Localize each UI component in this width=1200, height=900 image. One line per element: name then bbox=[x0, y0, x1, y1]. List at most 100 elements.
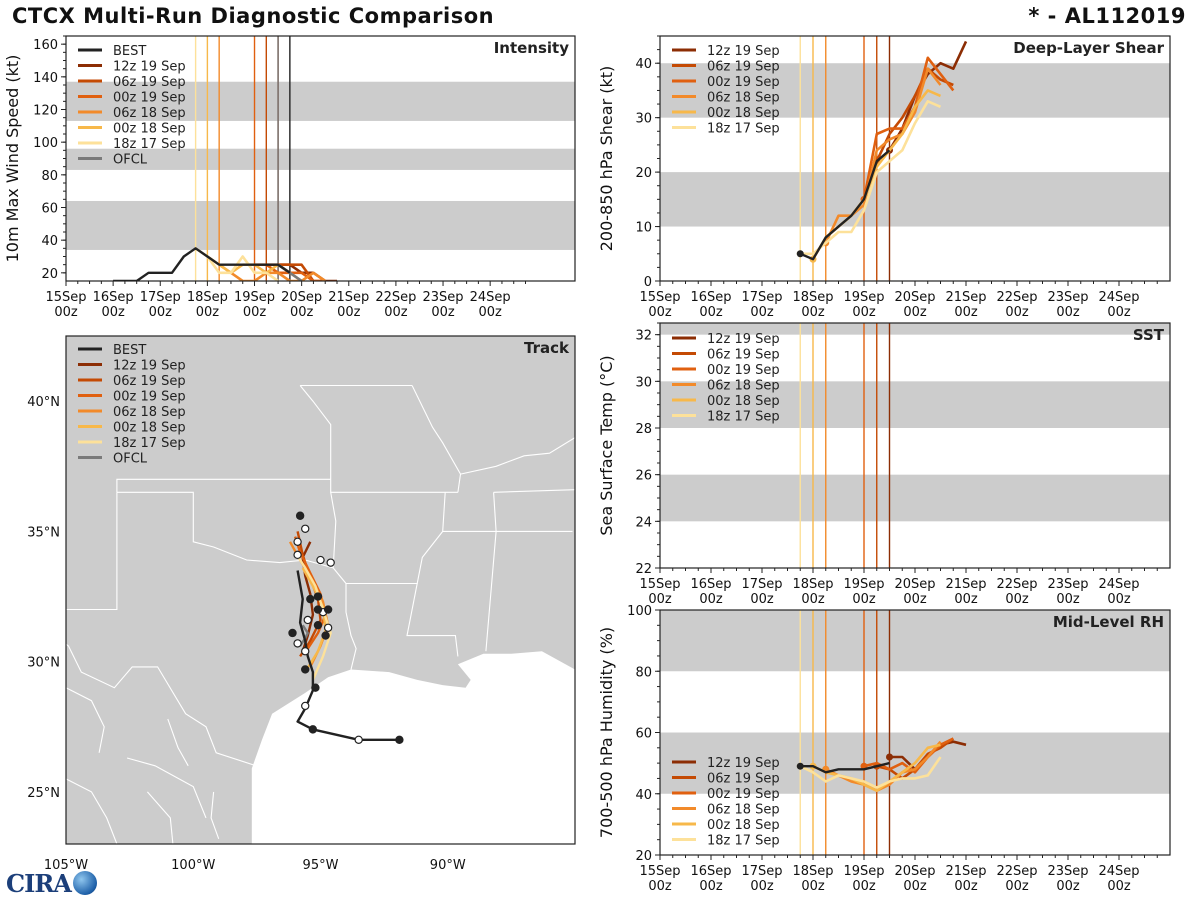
rh-xtick-label: 18Sep bbox=[792, 864, 833, 879]
intensity-ytick-label: 40 bbox=[41, 234, 58, 249]
shear-series-06z-18-sep bbox=[824, 67, 942, 244]
rh-xtick-label: 17Sep bbox=[741, 864, 782, 879]
map-border-5 bbox=[330, 492, 337, 568]
shear-legend-label: 12z 19 Sep bbox=[707, 44, 780, 59]
track-legend-label: 06z 19 Sep bbox=[113, 374, 186, 389]
intensity-title: Intensity bbox=[494, 39, 570, 57]
rh-xtick-label: 00z bbox=[1107, 879, 1131, 894]
shear-band-0 bbox=[660, 172, 1170, 227]
rh-legend-label: 06z 19 Sep bbox=[707, 772, 780, 787]
map-border-16 bbox=[66, 687, 105, 753]
map-border-8 bbox=[299, 385, 332, 480]
track-map-group bbox=[66, 336, 575, 844]
track-point-open bbox=[301, 524, 310, 533]
shear-xtick-label: 00z bbox=[1107, 305, 1131, 320]
track-point-filled bbox=[301, 665, 310, 674]
sst-legend-label: 18z 17 Sep bbox=[707, 410, 780, 425]
track-legend-label: 00z 18 Sep bbox=[113, 421, 186, 436]
track-legend-label: 18z 17 Sep bbox=[113, 436, 186, 451]
track-xtick-label: 95°W bbox=[303, 858, 339, 873]
track-point-filled bbox=[311, 683, 320, 692]
sst-title: SST bbox=[1133, 326, 1165, 344]
shear-ytick-label: 0 bbox=[644, 275, 652, 290]
intensity-band-0 bbox=[66, 200, 575, 250]
sst-ytick-label: 30 bbox=[635, 375, 652, 390]
intensity-xtick-label: 00z bbox=[101, 305, 125, 320]
track-point-filled bbox=[313, 592, 323, 601]
intensity-band-2 bbox=[66, 81, 575, 121]
logo-text: CIRA bbox=[6, 868, 72, 898]
sst-xtick-label: 00z bbox=[750, 592, 774, 607]
rh-xtick-label: 00z bbox=[699, 879, 723, 894]
intensity-band-1 bbox=[66, 148, 575, 170]
sst-legend-label: 00z 19 Sep bbox=[707, 363, 780, 378]
rh-xtick-label: 24Sep bbox=[1098, 864, 1139, 879]
intensity-xtick-label: 00z bbox=[431, 305, 455, 320]
sst-ytick-label: 32 bbox=[635, 329, 652, 344]
shear-xtick-label: 21Sep bbox=[945, 290, 986, 305]
track-line-00z-18-sep bbox=[301, 567, 327, 673]
globe-icon bbox=[72, 871, 97, 895]
shear-legend-label: 06z 19 Sep bbox=[707, 60, 780, 75]
sst-xtick-label: 00z bbox=[954, 592, 978, 607]
intensity-xtick-label: 20Sep bbox=[281, 290, 322, 305]
map-border-20 bbox=[146, 791, 174, 844]
shear-series-06z-19-sep bbox=[875, 67, 954, 162]
shear-legend-label: 00z 19 Sep bbox=[707, 75, 780, 90]
rh-xtick-label: 23Sep bbox=[1047, 864, 1088, 879]
cira-logo: CIRA bbox=[6, 868, 97, 898]
rh-ytick-label: 100 bbox=[627, 604, 652, 619]
intensity-legend-label: BEST bbox=[113, 44, 146, 59]
sst-xtick-label: 00z bbox=[852, 592, 876, 607]
shear-xtick-label: 00z bbox=[954, 305, 978, 320]
sst-xtick-label: 00z bbox=[1107, 592, 1131, 607]
sst-xtick-label: 17Sep bbox=[741, 577, 782, 592]
gulf-of-mexico bbox=[251, 651, 575, 844]
track-xtick-label: 100°W bbox=[171, 858, 215, 873]
shear-start-point-best bbox=[796, 250, 804, 258]
rh-xtick-label: 20Sep bbox=[894, 864, 935, 879]
track-point-open bbox=[293, 550, 302, 560]
intensity-xtick-label: 17Sep bbox=[140, 290, 181, 305]
rh-xtick-label: 15Sep bbox=[639, 864, 680, 879]
intensity-legend-label: 06z 19 Sep bbox=[113, 75, 186, 90]
track-xtick-label: 90°W bbox=[430, 858, 466, 873]
intensity-ytick-label: 140 bbox=[33, 71, 58, 86]
intensity-xtick-label: 18Sep bbox=[187, 290, 228, 305]
rh-xtick-label: 00z bbox=[750, 879, 774, 894]
track-legend-label: 00z 19 Sep bbox=[113, 390, 186, 405]
map-border-2 bbox=[116, 478, 331, 493]
intensity-xtick-label: 22Sep bbox=[375, 290, 416, 305]
rh-xtick-label: 00z bbox=[801, 879, 825, 894]
rh-start-point-12z-19-sep bbox=[886, 753, 893, 761]
map-border-19 bbox=[66, 778, 118, 844]
intensity-ytick-label: 160 bbox=[33, 38, 58, 53]
intensity-ytick-label: 120 bbox=[33, 104, 58, 119]
sst-ytick-label: 26 bbox=[635, 469, 652, 484]
track-point-filled bbox=[306, 594, 315, 604]
intensity-xtick-label: 00z bbox=[54, 305, 78, 320]
rh-title: Mid-Level RH bbox=[1053, 613, 1164, 631]
rh-xtick-label: 16Sep bbox=[690, 864, 731, 879]
rh-legend-label: 00z 18 Sep bbox=[707, 818, 780, 833]
map-border-17 bbox=[126, 757, 207, 819]
intensity-xtick-label: 00z bbox=[290, 305, 314, 320]
sst-xtick-label: 00z bbox=[648, 592, 672, 607]
map-border-10 bbox=[411, 385, 462, 493]
shear-xtick-label: 20Sep bbox=[894, 290, 935, 305]
intensity-xtick-label: 00z bbox=[149, 305, 173, 320]
intensity-legend-label: 00z 18 Sep bbox=[113, 122, 186, 137]
track-ytick-label: 35°N bbox=[27, 525, 60, 540]
track-legend-label: OFCL bbox=[113, 452, 148, 467]
track-point-open bbox=[326, 558, 335, 567]
track-title: Track bbox=[524, 339, 570, 357]
sst-xtick-label: 24Sep bbox=[1098, 577, 1139, 592]
track-ytick-label: 25°N bbox=[27, 786, 60, 801]
track-ytick-label: 40°N bbox=[27, 395, 60, 410]
shear-xtick-label: 16Sep bbox=[690, 290, 731, 305]
sst-xtick-label: 00z bbox=[903, 592, 927, 607]
rh-ytick-label: 60 bbox=[635, 727, 652, 742]
intensity-xtick-label: 21Sep bbox=[328, 290, 369, 305]
sst-xtick-label: 19Sep bbox=[843, 577, 884, 592]
sst-ytick-label: 28 bbox=[635, 422, 652, 437]
